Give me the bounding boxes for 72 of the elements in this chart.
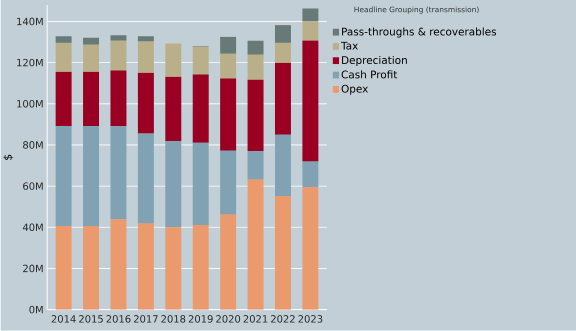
bar [220,37,236,54]
bar [302,187,318,310]
bar [192,142,209,226]
y-tick-label: 0M [29,306,43,314]
bar [165,44,182,78]
bar [192,46,209,75]
bar [248,41,264,55]
bar [138,36,154,42]
bar [56,36,72,44]
x-tick-label: 2023 [298,315,322,323]
bar [302,21,318,41]
bar [220,78,236,151]
legend-label: Depreciation [342,56,407,66]
bar [56,126,72,226]
y-tick-label: 40M [22,224,43,232]
legend-label: Cash Profit [342,70,398,79]
legend-label: Pass-throughs & recoverables [342,28,496,38]
bar [56,226,72,310]
bar [274,134,291,196]
bar [138,134,154,224]
bar [83,38,100,45]
bar [83,44,100,72]
y-tick-label: 60M [23,182,43,190]
y-tick-label: 140M [17,18,43,26]
y-tick-label: 120M [17,59,43,67]
bar [220,214,236,310]
y-tick-label: 100M [17,100,43,108]
y-tick-label: 20M [23,264,43,272]
legend-label: Opex [342,84,368,95]
bar [138,73,154,134]
bar [165,227,182,310]
bar [83,226,100,310]
bar [274,43,291,64]
x-tick-label: 2015 [79,315,103,323]
bar [110,70,126,126]
bar [302,40,318,162]
bar [220,54,236,79]
bar [248,54,264,80]
bar [192,74,209,143]
bar [248,80,264,152]
legend-label: Tax [341,42,358,50]
bar [110,40,126,71]
x-tick-label: 2022 [271,315,295,323]
y-axis-title: $ [3,154,14,160]
bar [110,35,126,41]
x-tick-label: 2018 [161,315,186,323]
bar [165,141,182,228]
bar [274,25,291,44]
x-tick-label: 2020 [216,315,240,323]
bar [248,151,264,180]
bar [302,162,318,188]
bar [192,225,209,310]
bar [165,77,182,142]
bar [274,196,291,310]
x-tick-label: 2016 [106,315,130,323]
bar [138,42,154,74]
bar [83,126,100,226]
bar [274,63,291,135]
bar [248,180,264,310]
bar [83,72,100,126]
x-tick-label: 2017 [134,315,158,323]
bar [220,150,236,215]
bar [138,224,154,310]
x-tick-label: 2021 [244,315,268,323]
bar [302,8,318,22]
bar [110,219,126,310]
y-tick-label: 80M [23,141,43,149]
bar [56,43,72,72]
bar [110,126,126,220]
x-tick-label: 2014 [52,315,76,323]
bar [56,72,72,126]
x-tick-label: 2019 [188,315,213,323]
